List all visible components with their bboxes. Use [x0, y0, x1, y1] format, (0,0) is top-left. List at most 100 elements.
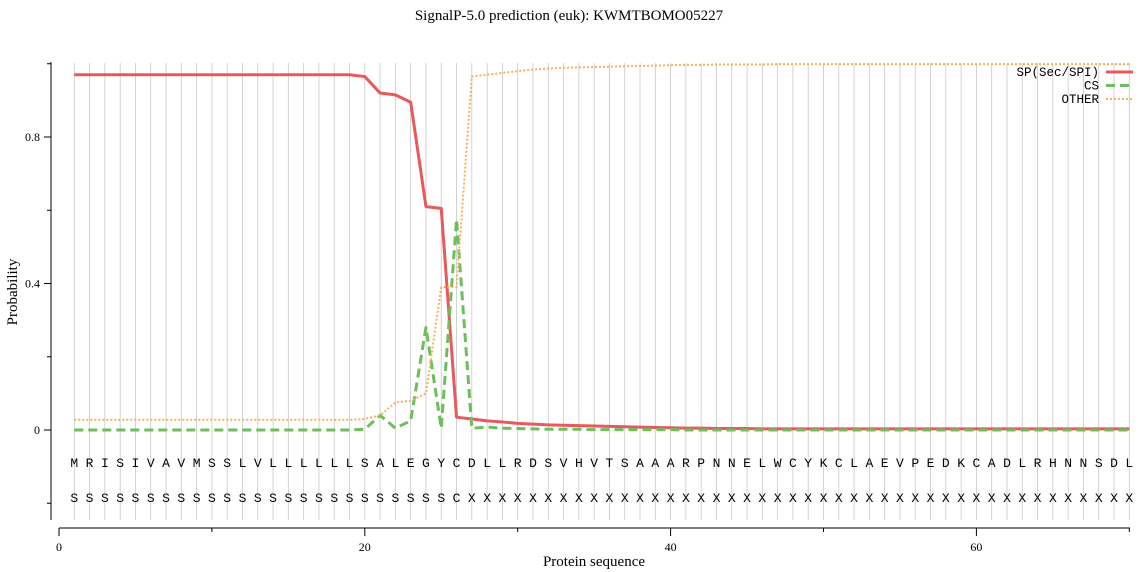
series-line-cs [74, 217, 1130, 432]
residue-label: K [820, 456, 828, 471]
residue-label: N [1080, 456, 1088, 471]
y-tick-label: 0.4 [25, 277, 40, 291]
state-label: X [468, 491, 476, 506]
residue-label: E [927, 456, 935, 471]
residue-label: V [254, 456, 262, 471]
residue-label: R [1034, 456, 1042, 471]
residue-label: A [865, 456, 873, 471]
residue-label: L [346, 456, 354, 471]
state-label: X [1003, 491, 1011, 506]
state-label: X [1110, 491, 1118, 506]
state-label: S [284, 491, 292, 506]
y-tick-label: 0.8 [25, 130, 40, 144]
x-tick-label: 20 [359, 540, 371, 554]
state-label: S [162, 491, 170, 506]
state-label: X [1080, 491, 1088, 506]
state-label: C [453, 491, 461, 506]
residue-label: L [269, 456, 277, 471]
state-label: S [422, 491, 430, 506]
residue-label: S [361, 456, 369, 471]
residue-label: N [713, 456, 721, 471]
state-label: X [544, 491, 552, 506]
residue-label: G [422, 456, 430, 471]
state-label: X [743, 491, 751, 506]
residue-label: D [1110, 456, 1118, 471]
state-label: X [789, 491, 797, 506]
state-label: X [1064, 491, 1072, 506]
residue-label: N [728, 456, 736, 471]
state-label: X [758, 491, 766, 506]
residue-label: R [682, 456, 690, 471]
state-label: S [376, 491, 384, 506]
state-label: X [972, 491, 980, 506]
residue-label: Y [437, 456, 445, 471]
state-label: X [1034, 491, 1042, 506]
residue-label: S [544, 456, 552, 471]
state-label: S [254, 491, 262, 506]
state-label: X [590, 491, 598, 506]
state-label: X [575, 491, 583, 506]
state-label: X [942, 491, 950, 506]
y-axis-ticks: 0 0.4 0.8 [25, 63, 51, 504]
state-label: X [514, 491, 522, 506]
state-label: X [804, 491, 812, 506]
residue-label: R [86, 456, 94, 471]
state-label: X [529, 491, 537, 506]
state-label: X [682, 491, 690, 506]
state-label: X [651, 491, 659, 506]
residue-label: L [391, 456, 399, 471]
state-label: X [667, 491, 675, 506]
state-label: X [896, 491, 904, 506]
x-axis-label: Protein sequence [543, 554, 645, 570]
state-label: S [346, 491, 354, 506]
state-label: X [636, 491, 644, 506]
state-label: S [437, 491, 445, 506]
residue-label: P [911, 456, 919, 471]
legend-label: SP(Sec/SPI) [1016, 66, 1099, 80]
state-label: S [315, 491, 323, 506]
series-lines [74, 63, 1130, 432]
residue-label: L [499, 456, 507, 471]
state-label: S [300, 491, 308, 506]
residue-label: I [101, 456, 109, 471]
state-label: X [820, 491, 828, 506]
residue-label: W [774, 456, 782, 471]
residue-label: L [1018, 456, 1026, 471]
residue-label: I [132, 456, 140, 471]
state-label: X [697, 491, 705, 506]
series-line-sp-sec-spi [74, 73, 1130, 431]
residue-label: V [590, 456, 598, 471]
residue-label: D [942, 456, 950, 471]
state-label: S [86, 491, 94, 506]
state-label: S [208, 491, 216, 506]
residue-label: M [193, 456, 201, 471]
residue-label: E [743, 456, 751, 471]
residue-label: S [1095, 456, 1103, 471]
state-label: S [132, 491, 140, 506]
state-label: X [774, 491, 782, 506]
state-label: S [147, 491, 155, 506]
residue-label: S [223, 456, 231, 471]
state-label: S [177, 491, 185, 506]
state-label: X [881, 491, 889, 506]
residue-label: V [896, 456, 904, 471]
state-label: X [927, 491, 935, 506]
residue-label: L [284, 456, 292, 471]
state-label: X [483, 491, 491, 506]
state-label: X [988, 491, 996, 506]
residue-label: D [1003, 456, 1011, 471]
residue-label: E [407, 456, 415, 471]
residue-label: A [667, 456, 675, 471]
residue-label: A [376, 456, 384, 471]
state-label: X [835, 491, 843, 506]
state-label: X [606, 491, 614, 506]
residue-label: H [1049, 456, 1057, 471]
state-label: X [499, 491, 507, 506]
legend-label: OTHER [1061, 93, 1099, 107]
state-label: X [1125, 491, 1133, 506]
state-label: X [728, 491, 736, 506]
residue-label: E [881, 456, 889, 471]
